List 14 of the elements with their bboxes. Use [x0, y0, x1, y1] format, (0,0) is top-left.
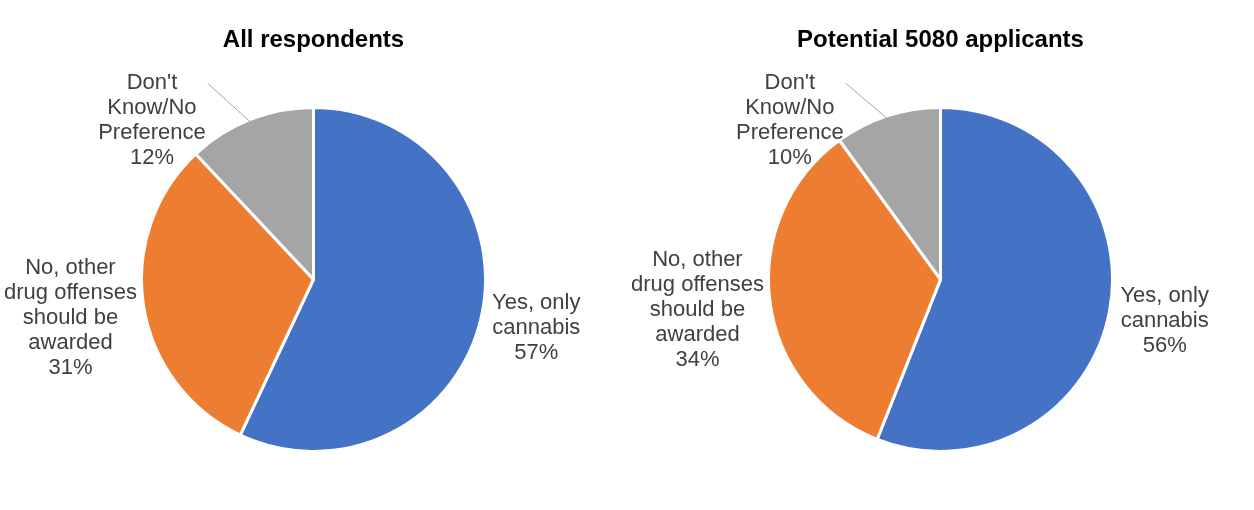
data-label: 10% — [767, 144, 812, 170]
data-label: 12% — [129, 144, 174, 170]
slice-label: Yes, only cannabis — [492, 288, 581, 339]
slice-label: No, other drug offenses should be awarded — [4, 254, 137, 355]
chart-title: Potential 5080 applicants — [797, 25, 1084, 53]
slice-label: Don't Know/No Preference — [736, 69, 844, 145]
slice-label: Yes, only cannabis — [1120, 281, 1209, 332]
slice-label: No, other drug offenses should be awarded — [631, 246, 764, 347]
data-label: 31% — [48, 354, 93, 380]
data-label: 34% — [675, 346, 720, 372]
chart-title: All respondents — [222, 25, 405, 53]
data-label: 57% — [514, 338, 559, 364]
slice-label: Don't Know/No Preference — [98, 69, 206, 145]
data-label: 56% — [1142, 331, 1187, 357]
